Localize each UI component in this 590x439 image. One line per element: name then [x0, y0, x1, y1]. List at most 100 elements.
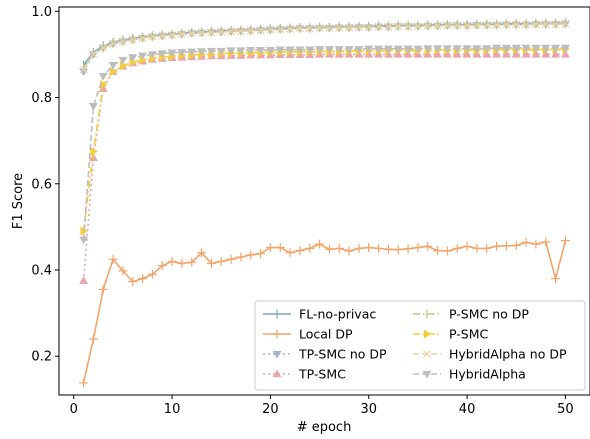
data-point [118, 37, 127, 46]
data-point [157, 50, 167, 59]
series-1 [79, 236, 570, 388]
data-point [472, 243, 482, 253]
data-point [403, 244, 413, 254]
y-tick-label: 0.2 [31, 350, 52, 365]
data-point [512, 20, 521, 29]
data-point [541, 44, 551, 53]
x-tick-label: 10 [164, 402, 181, 417]
data-point [364, 243, 374, 253]
x-tick-label: 40 [459, 402, 476, 417]
data-point [285, 46, 295, 55]
data-point [452, 45, 462, 53]
data-point [90, 146, 98, 156]
data-point [383, 45, 393, 54]
data-point [560, 49, 570, 58]
x-tick-label: 30 [360, 402, 377, 417]
data-point [98, 284, 108, 294]
data-point [88, 103, 98, 111]
legend-label: FL-no-privac [299, 307, 376, 322]
data-point [452, 49, 462, 58]
legend-entry: P-SMC no DP [413, 307, 529, 322]
data-point [119, 61, 128, 71]
x-axis-label: # epoch [297, 420, 352, 435]
data-point [167, 49, 177, 58]
data-point [541, 20, 550, 29]
data-point [522, 20, 531, 29]
legend-entry: P-SMC [413, 327, 488, 342]
data-point [217, 28, 226, 36]
data-point [413, 45, 423, 54]
data-point [334, 243, 344, 253]
legend-entry: Local DP [263, 327, 353, 342]
data-point [256, 249, 266, 259]
legend-label: TP-SMC [298, 367, 346, 382]
data-point [374, 22, 383, 31]
data-point [158, 31, 167, 40]
data-point [108, 62, 118, 70]
series-line-7 [82, 47, 566, 240]
data-point [98, 72, 108, 81]
data-point [138, 274, 148, 284]
data-point [492, 44, 502, 53]
data-point [266, 25, 275, 34]
y-axis-label: F1 Score [11, 173, 26, 229]
data-point [463, 21, 472, 30]
data-point [354, 46, 364, 54]
data-point [79, 236, 89, 245]
data-point [511, 44, 521, 53]
data-point [442, 45, 452, 53]
legend-label: TP-SMC no DP [298, 347, 387, 362]
data-point [501, 49, 511, 58]
data-point [305, 243, 315, 253]
data-point [423, 45, 433, 53]
data-point [226, 254, 236, 264]
data-point [89, 50, 98, 58]
legend-label: HybridAlpha no DP [449, 347, 567, 362]
data-point [334, 46, 344, 54]
data-point [501, 241, 511, 251]
data-point [394, 22, 403, 31]
data-point [168, 31, 177, 39]
data-point [227, 27, 236, 36]
data-point [80, 226, 89, 236]
data-point [275, 243, 285, 253]
data-point [138, 52, 148, 61]
data-point [128, 54, 138, 62]
data-point [256, 26, 265, 35]
data-point [88, 334, 98, 344]
data-point [383, 49, 393, 58]
data-point [364, 45, 374, 54]
data-point [276, 25, 285, 34]
data-point [138, 34, 147, 42]
legend-entry: HybridAlpha no DP [413, 347, 567, 362]
y-tick-label: 0.6 [31, 177, 52, 192]
data-point [374, 243, 384, 253]
data-point [551, 274, 561, 284]
x-tick-label: 20 [262, 402, 279, 417]
y-axis-ticks: 0.2 0.4 0.6 0.8 1.0 [31, 5, 59, 365]
data-point [197, 28, 206, 37]
data-point [226, 47, 236, 56]
data-point [433, 22, 442, 30]
data-point [413, 22, 422, 31]
data-point [206, 259, 216, 269]
data-point [502, 20, 511, 29]
data-point [118, 266, 128, 276]
data-point [423, 241, 433, 251]
data-point [79, 65, 88, 74]
data-point [521, 44, 531, 53]
data-point [393, 49, 403, 58]
data-point [315, 46, 325, 54]
data-point [551, 49, 561, 58]
data-point [403, 49, 413, 58]
data-point [442, 246, 452, 256]
data-point [79, 276, 89, 284]
legend-label: P-SMC [449, 327, 488, 342]
legend-label: Local DP [299, 327, 353, 342]
x-tick-label: 50 [557, 402, 574, 417]
data-point [187, 257, 197, 267]
data-point [315, 239, 325, 249]
legend-entry: TP-SMC no DP [263, 347, 387, 362]
data-point [324, 46, 334, 54]
